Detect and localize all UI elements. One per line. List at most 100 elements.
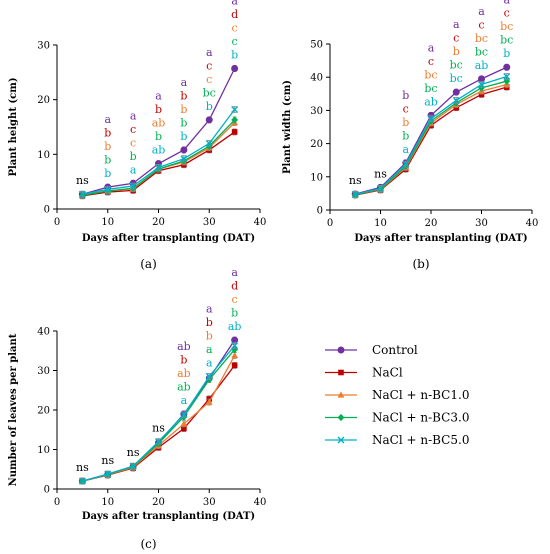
significance-letter: bc — [203, 86, 216, 99]
x-tick-label: 20 — [152, 497, 165, 508]
significance-letter: b — [402, 116, 409, 129]
series-nacl-n-bc5-0 — [351, 73, 511, 198]
significance-letter: b — [104, 140, 111, 153]
series-nacl-n-bc5-0 — [78, 342, 239, 485]
legend-entry: NaCl + n-BC5.0 — [325, 433, 469, 447]
significance-letter: b — [206, 316, 213, 329]
significance-letter: c — [504, 7, 510, 20]
panel-label: (c) — [140, 537, 156, 551]
significance-letter: ab — [152, 117, 166, 130]
significance-letter: a — [453, 18, 460, 31]
panel-label: (b) — [412, 257, 429, 271]
marker-square — [231, 129, 238, 135]
significance-letter: d — [231, 8, 238, 21]
significance-letter: ns — [101, 454, 114, 467]
marker-cross — [377, 184, 384, 192]
marker-cross — [78, 190, 86, 198]
y-axis-title: Plant height (cm) — [8, 77, 19, 176]
significance-letter: a — [181, 76, 188, 89]
y-axis-title: Plant width (cm) — [282, 80, 293, 174]
y-tick-label: 30 — [310, 106, 323, 117]
legend-label: Control — [372, 343, 418, 357]
y-tick-label: 10 — [310, 172, 323, 183]
marker-diamond — [231, 116, 239, 124]
significance-letter: ab — [424, 95, 438, 108]
x-tick-label: 40 — [526, 218, 539, 229]
chart-panel-2: 0 10 20 30 40 50 0 10 20 30 40 Days after transplan… — [282, 0, 538, 271]
marker-cross — [427, 115, 435, 123]
x-tick-label: 10 — [101, 217, 114, 228]
chart-panel-3: 0 10 20 30 40 0 10 20 30 40 Days after transplanti… — [8, 266, 266, 551]
panel-label: (a) — [140, 257, 157, 271]
x-tick-label: 0 — [54, 217, 60, 228]
marker-circle — [478, 75, 485, 83]
legend-label: NaCl + n-BC1.0 — [372, 388, 469, 402]
marker-cross — [337, 436, 345, 444]
marker-circle — [452, 88, 460, 96]
x-tick-label: 30 — [475, 218, 488, 229]
marker-circle — [231, 65, 239, 73]
significance-letter: a — [231, 266, 238, 279]
x-axis-title: Days after transplanting (DAT) — [82, 233, 255, 244]
significance-letter: a — [206, 46, 213, 59]
significance-letter: ab — [177, 340, 191, 353]
significance-letter: c — [130, 136, 136, 149]
marker-square — [338, 369, 344, 376]
significance-letter: c — [130, 123, 136, 136]
marker-cross — [180, 411, 188, 419]
x-tick-label: 40 — [254, 217, 267, 228]
significance-letter: a — [155, 90, 162, 103]
y-tick-label: 10 — [37, 445, 50, 456]
significance-letter: b — [180, 130, 187, 143]
y-tick-label: 40 — [310, 73, 323, 84]
series-nacl-n-bc5-0 — [78, 106, 239, 198]
y-tick-label: 20 — [37, 95, 50, 106]
significance-letter: a — [428, 41, 435, 54]
x-tick-label: 0 — [327, 218, 333, 229]
significance-letter: ns — [374, 167, 387, 180]
x-axis-title: Days after transplanting (DAT) — [354, 233, 527, 244]
marker-diamond — [337, 413, 345, 422]
significance-letter: ns — [349, 174, 362, 187]
marker-cross — [402, 160, 410, 168]
y-tick-label: 30 — [37, 366, 50, 377]
x-tick-label: 40 — [254, 497, 267, 508]
x-tick-label: 20 — [425, 218, 438, 229]
significance-letter: c — [232, 35, 238, 48]
y-tick-label: 30 — [37, 41, 50, 52]
x-tick-label: 30 — [203, 497, 216, 508]
marker-cross — [231, 106, 239, 114]
significance-letter: a — [478, 5, 485, 18]
significance-letter: b — [402, 129, 409, 142]
marker-cross — [452, 96, 460, 104]
significance-letter: ab — [177, 380, 191, 393]
marker-circle — [180, 146, 188, 154]
significance-letter: c — [428, 55, 434, 68]
marker-cross — [503, 73, 511, 81]
significance-letter: ns — [76, 461, 89, 474]
significance-letter: ab — [475, 59, 489, 72]
y-tick-label: 50 — [310, 40, 323, 51]
marker-circle — [205, 116, 213, 124]
marker-triangle — [205, 398, 213, 405]
significance-letter: ab — [152, 144, 166, 157]
significance-letter: ab — [177, 367, 191, 380]
marker-triangle — [337, 391, 345, 398]
y-tick-label: 0 — [44, 205, 50, 216]
x-tick-label: 0 — [54, 497, 60, 508]
y-tick-label: 0 — [317, 206, 323, 217]
significance-letter: c — [478, 18, 484, 31]
significance-letter: bc — [475, 45, 488, 58]
significance-letter: b — [104, 127, 111, 140]
marker-cross — [104, 185, 112, 193]
significance-letter: b — [402, 89, 409, 102]
significance-letter: b — [503, 47, 510, 60]
marker-circle — [337, 346, 345, 354]
significance-labels: nsnsabbcbabbcbccabcbcbcaabbcbccabbcbcca — [349, 0, 513, 187]
significance-letter: d — [231, 280, 238, 293]
marker-cross — [155, 438, 162, 446]
significance-letter: b — [180, 89, 187, 102]
significance-letter: bc — [500, 34, 513, 47]
